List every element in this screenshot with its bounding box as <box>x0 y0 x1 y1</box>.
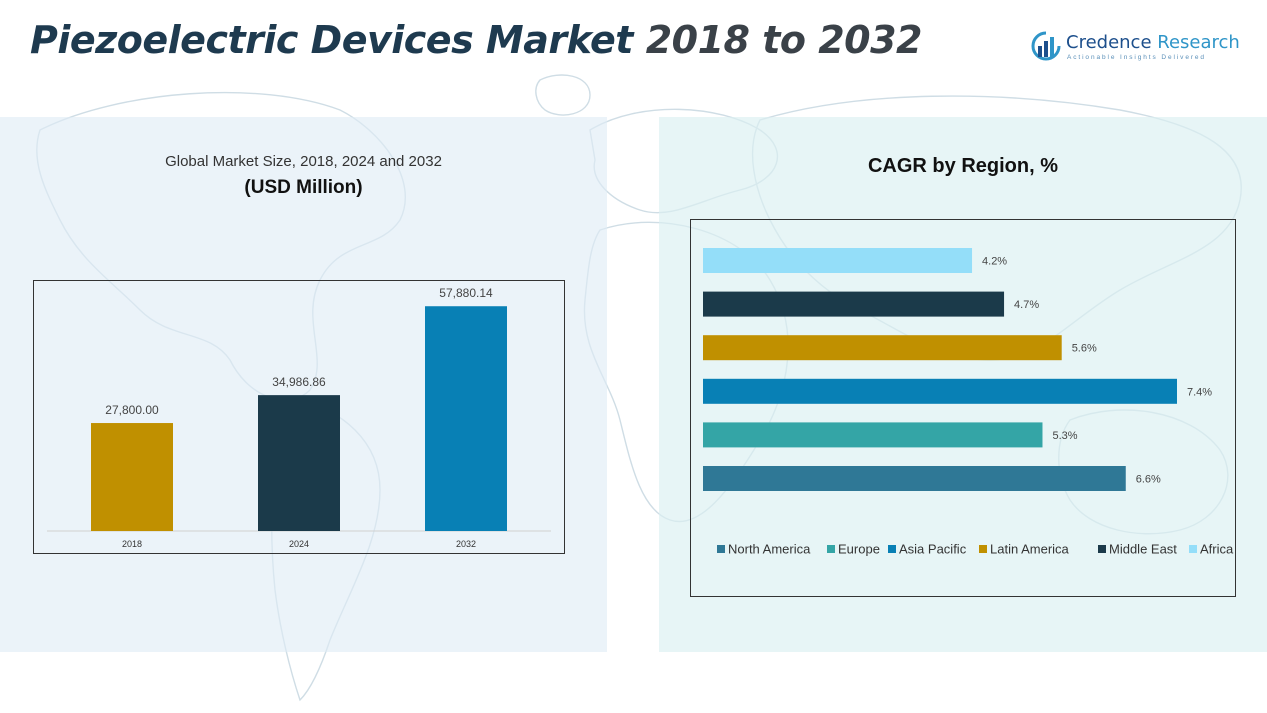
logo-name-part2: Research <box>1157 32 1240 53</box>
x-tick-label-2024: 2024 <box>289 539 309 549</box>
bar-value-label-2024: 34,986.86 <box>272 375 326 389</box>
legend-label-asia-pacific: Asia Pacific <box>899 542 967 557</box>
x-tick-label-2032: 2032 <box>456 539 476 549</box>
legend-swatch-africa <box>1189 545 1197 553</box>
legend-label-europe: Europe <box>838 542 880 557</box>
hbar-north-america <box>703 466 1126 491</box>
legend-swatch-middle-east <box>1098 545 1106 553</box>
chart-frame <box>33 280 565 554</box>
chart-frame <box>690 219 1236 597</box>
hbar-africa <box>703 248 973 273</box>
market-size-bar-chart: 27,800.00 2018 34,986.86 2024 57,880.14 2032 <box>33 280 565 554</box>
title-main: Piezoelectric Devices Market <box>30 18 633 62</box>
legend-swatch-europe <box>827 545 835 553</box>
logo-name-part1: Credence <box>1066 32 1152 53</box>
bar-chart-circle-icon <box>1031 31 1061 61</box>
hbar-europe <box>703 422 1043 448</box>
cagr-chart-title: CAGR by Region, % <box>867 155 1058 177</box>
cagr-bar-chart: 4.2% 4.7% 5.6% 7.4% 5.3% 6.6% North America Eu… <box>690 219 1236 597</box>
title-years: 2018 to 2032 <box>645 18 923 62</box>
legend-swatch-north-america <box>717 545 725 553</box>
bar-2032 <box>425 306 507 531</box>
legend-label-middle-east: Middle East <box>1109 542 1177 557</box>
legend-swatch-asia-pacific <box>888 545 896 553</box>
legend-label-latin-america: Latin America <box>990 542 1070 557</box>
bar-2024 <box>258 395 340 531</box>
bar-value-label-2018: 27,800.00 <box>105 403 159 417</box>
company-logo: Credence Research Actionable Insights De… <box>1030 30 1240 66</box>
legend-swatch-latin-america <box>979 545 987 553</box>
market-size-chart-title: Global Market Size, 2018, 2024 and 2032 <box>165 153 442 170</box>
hbar-value-label-europe: 5.3% <box>1052 430 1077 442</box>
hbar-latin-america <box>703 335 1062 361</box>
market-size-chart-subtitle: (USD Million) <box>244 177 363 198</box>
hbar-value-label-latin-america: 5.6% <box>1072 343 1097 355</box>
hbar-middle-east <box>703 291 1005 317</box>
hbar-asia-pacific <box>703 378 1177 404</box>
hbar-value-label-middle-east: 4.7% <box>1014 299 1039 311</box>
logo-tagline: Actionable Insights Delivered <box>1067 54 1206 61</box>
hbar-value-label-asia-pacific: 7.4% <box>1187 386 1212 398</box>
hbar-value-label-north-america: 6.6% <box>1136 474 1161 486</box>
logo-name: Credence Research <box>1066 32 1240 53</box>
legend-label-africa: Africa <box>1200 542 1234 557</box>
bar-2018 <box>91 423 173 531</box>
bar-value-label-2032: 57,880.14 <box>439 286 493 300</box>
page-title: Piezoelectric Devices Market 2018 to 203… <box>30 18 922 62</box>
x-tick-label-2018: 2018 <box>122 539 142 549</box>
legend-label-north-america: North America <box>728 542 811 557</box>
hbar-value-label-africa: 4.2% <box>982 256 1007 268</box>
